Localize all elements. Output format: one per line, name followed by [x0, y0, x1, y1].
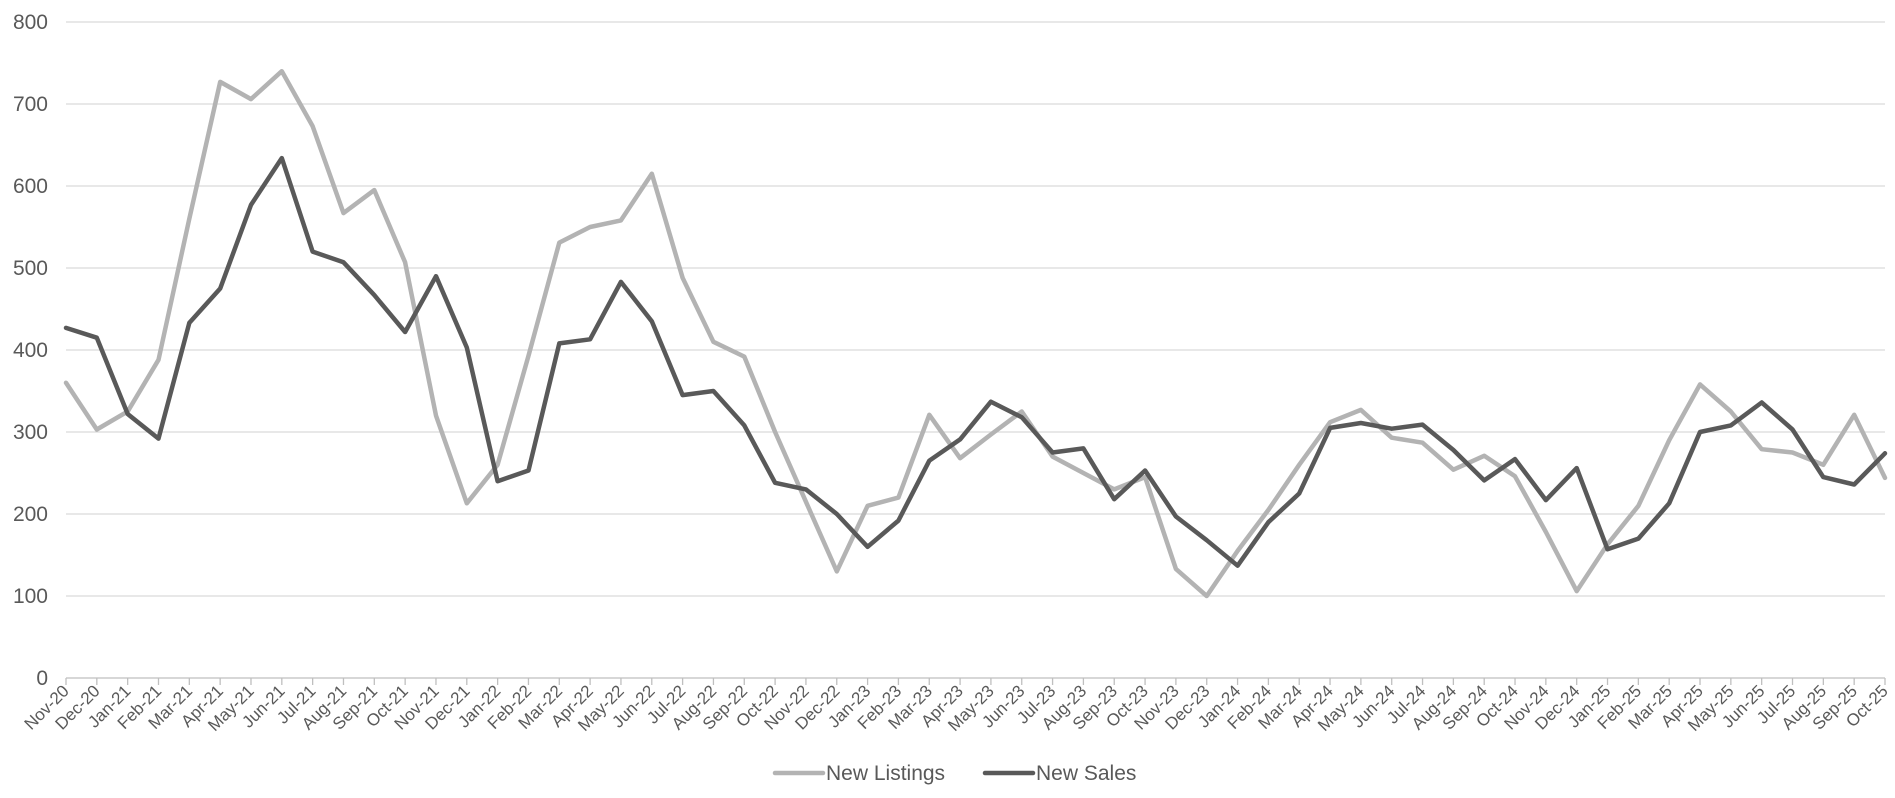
x-axis: Nov-20Dec-20Jan-21Feb-21Mar-21Apr-21May-…: [21, 677, 1892, 735]
legend: New Listings New Sales: [772, 762, 1136, 785]
y-tick-label: 700: [13, 93, 48, 116]
y-axis: 0 100 200 300 400 500 600 700 800: [13, 11, 48, 690]
plot-area: [63, 68, 1888, 599]
y-tick-label: 600: [13, 175, 48, 198]
legend-label: New Listings: [826, 762, 945, 785]
y-tick-label: 800: [13, 11, 48, 34]
gridlines: [66, 21, 1885, 597]
series-line-new-listings: [63, 68, 1888, 599]
y-tick-label: 500: [13, 257, 48, 280]
y-tick-label: 100: [13, 585, 48, 608]
legend-label: New Sales: [1036, 762, 1136, 785]
series-line-new-sales: [63, 155, 1888, 568]
y-tick-label: 400: [13, 339, 48, 362]
y-tick-label: 300: [13, 421, 48, 444]
y-tick-label: 200: [13, 503, 48, 526]
y-tick-label: 0: [36, 667, 48, 690]
